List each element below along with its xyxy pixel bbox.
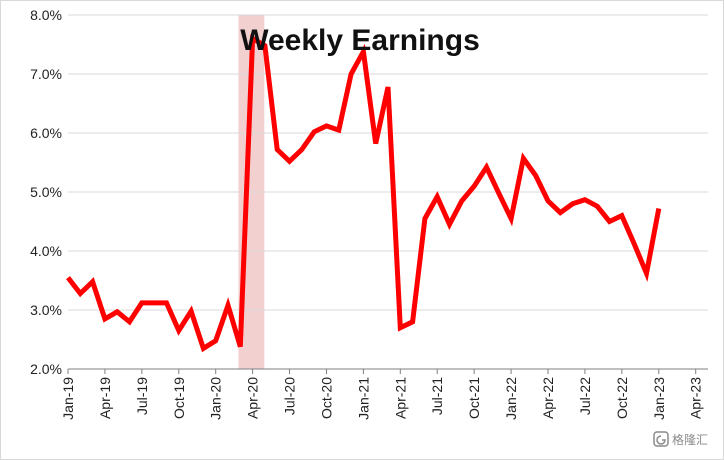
x-tick-label: Jan-21 (355, 377, 371, 420)
x-tick-label: Jul-20 (282, 377, 298, 415)
gelonghui-logo-icon (653, 431, 669, 447)
x-tick-label: Jan-19 (60, 377, 76, 420)
watermark-text: 格隆汇 (672, 432, 708, 447)
x-tick-label: Apr-20 (245, 377, 261, 419)
x-tick-label: Jul-21 (429, 377, 445, 415)
x-tick-label: Apr-23 (688, 377, 704, 419)
x-tick-label: Jul-22 (577, 377, 593, 415)
x-tick-label: Apr-22 (540, 377, 556, 419)
x-tick-label: Jan-23 (651, 377, 667, 420)
x-tick-label: Apr-19 (97, 377, 113, 419)
y-tick-label: 8.0% (30, 7, 62, 23)
y-tick-label: 7.0% (30, 66, 62, 82)
y-tick-label: 2.0% (30, 361, 62, 377)
chart-title: Weekly Earnings (240, 24, 480, 57)
x-tick-label: Oct-20 (318, 377, 334, 419)
x-tick-label: Oct-21 (466, 377, 482, 419)
y-tick-label: 4.0% (30, 243, 62, 259)
x-tick-label: Apr-21 (392, 377, 408, 419)
gridlines (68, 14, 708, 370)
x-tick-label: Jan-22 (503, 377, 519, 420)
y-tick-label: 5.0% (30, 184, 62, 200)
watermark: 格隆汇 (653, 431, 708, 447)
y-tick-label: 6.0% (30, 125, 62, 141)
x-tick-label: Oct-19 (171, 377, 187, 419)
y-tick-label: 3.0% (30, 302, 62, 318)
x-tick-label: Oct-22 (614, 377, 630, 419)
x-axis-ticks: Jan-19 Apr-19 Jul-19 Oct-19 Jan-20 Apr-20 Jul-… (60, 369, 704, 420)
x-tick-label: Jan-20 (208, 377, 224, 420)
series-line (66, 34, 662, 353)
y-axis-ticks: 2.0% 3.0% 4.0% 5.0% 6.0% 7.0% 8.0% (30, 7, 62, 377)
x-tick-label: Jul-19 (134, 377, 150, 415)
